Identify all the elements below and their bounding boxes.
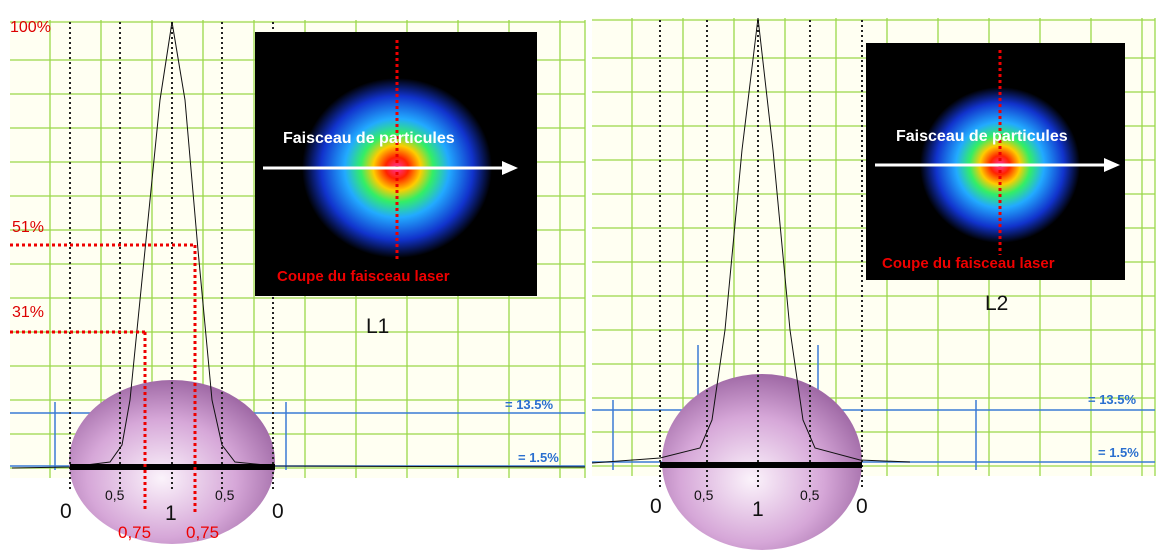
mark-label: 0,75 [186, 523, 219, 542]
mark-label: 0,75 [118, 523, 151, 542]
threshold-label: = 1.5% [1098, 445, 1139, 460]
level-label: 51% [12, 219, 44, 236]
arrow-head [502, 161, 518, 175]
level-label: 31% [12, 304, 44, 321]
beam-label: Faisceau de particules [896, 128, 1068, 145]
profile-curve [11, 21, 586, 469]
level-label: 100% [10, 19, 51, 36]
axis-label: 0,5 [105, 487, 125, 503]
axis-label: 0 [60, 500, 72, 523]
threshold-label: = 13.5% [505, 397, 554, 412]
axis-label: 1 [752, 498, 764, 521]
threshold-label: = 1.5% [518, 450, 559, 465]
axis-label: 0 [856, 495, 868, 518]
panel-label: L2 [985, 292, 1008, 315]
axis-label: 0 [272, 500, 284, 523]
axis-label: 0,5 [694, 487, 714, 503]
cut-label: Coupe du faisceau laser [277, 268, 450, 285]
axis-label: 0,5 [800, 487, 820, 503]
axis-label: 1 [165, 502, 177, 525]
panel-l2: = 13.5% = 1.5% 0 0,5 1 0,5 0 Faisceau de… [591, 17, 1155, 550]
profile-curve [591, 17, 911, 464]
panel-label: L1 [366, 315, 389, 338]
threshold-label: = 13.5% [1088, 392, 1137, 407]
cut-label: Coupe du faisceau laser [882, 255, 1055, 272]
axis-label: 0,5 [215, 487, 235, 503]
arrow-head [1104, 158, 1120, 172]
beam-label: Faisceau de particules [283, 130, 455, 147]
panel-l1: 100% 51% 31% = 13.5% = 1.5% 0 0,5 1 0,5 … [10, 19, 586, 544]
axis-label: 0 [650, 495, 662, 518]
